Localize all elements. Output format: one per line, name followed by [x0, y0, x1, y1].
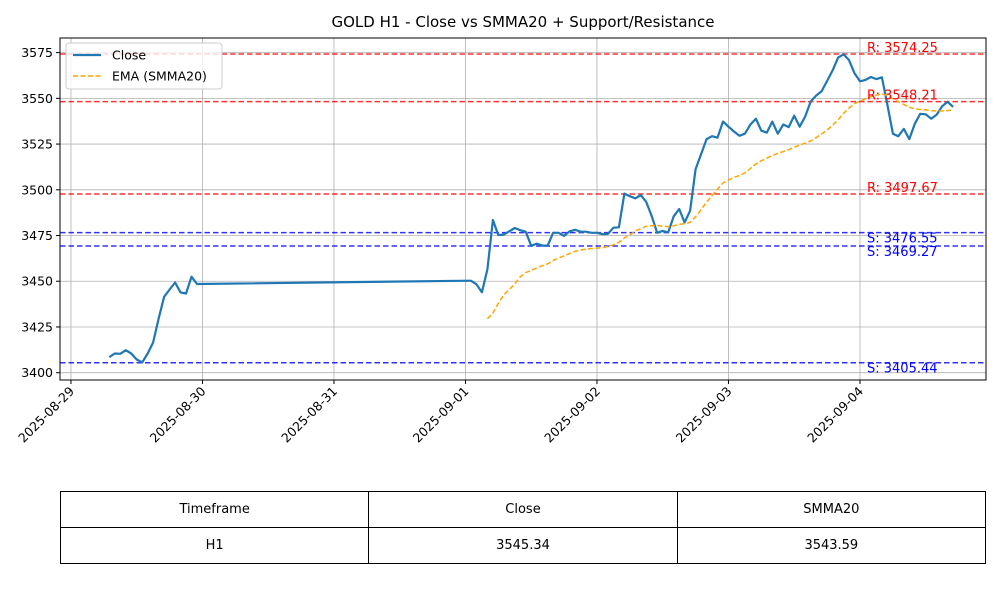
legend-label: EMA (SMMA20) [112, 69, 207, 84]
table-cell: H1 [59, 527, 370, 564]
chart-title: GOLD H1 - Close vs SMMA20 + Support/Resi… [331, 13, 714, 31]
close-series-line [108, 53, 954, 364]
y-tick-label: 3500 [21, 182, 53, 197]
support-label: S: 3405.44 [867, 362, 938, 377]
x-tick-label: 2025-09-03 [673, 384, 735, 446]
support-label: S: 3469.27 [867, 245, 938, 260]
chart: R: 3574.25 R: 3548.21 R: 3497.67 S: 3476.55… [15, 13, 987, 446]
resistance-label: R: 3548.21 [867, 89, 938, 104]
resistance-label: R: 3497.67 [867, 181, 938, 196]
summary-table: Timeframe Close SMMA20 H1 3545.34 3543.5… [59, 491, 987, 564]
table-header-cell: SMMA20 [676, 491, 987, 528]
x-tick-label: 2025-08-30 [147, 383, 209, 445]
smma-series-line [486, 93, 954, 320]
legend-label: Close [112, 48, 146, 63]
y-tick-label: 3550 [21, 91, 53, 106]
support-label: S: 3476.55 [867, 232, 938, 247]
x-tick-label: 2025-08-29 [15, 383, 77, 445]
y-tick-label: 3425 [21, 319, 53, 334]
table-cell: 3545.34 [368, 527, 678, 564]
table-header-cell: Timeframe [59, 491, 370, 528]
resistance-label: R: 3574.25 [867, 41, 938, 56]
y-tick-label: 3525 [21, 137, 53, 152]
x-tick-label: 2025-09-04 [804, 383, 866, 445]
y-tick-label: 3475 [21, 228, 53, 243]
plot-frame [59, 37, 987, 381]
table-header-cell: Close [368, 491, 678, 528]
y-tick-label: 3400 [21, 365, 53, 380]
y-tick-label: 3450 [21, 274, 53, 289]
x-tick-label: 2025-09-01 [410, 384, 472, 446]
legend-box [65, 42, 223, 90]
table-row: H1 3545.34 3543.59 [59, 527, 987, 564]
table-header-row: Timeframe Close SMMA20 [59, 491, 987, 528]
table-cell: 3543.59 [676, 527, 987, 564]
y-tick-label: 3575 [21, 45, 53, 60]
x-tick-label: 2025-08-31 [278, 384, 340, 446]
x-tick-label: 2025-09-02 [541, 384, 603, 446]
